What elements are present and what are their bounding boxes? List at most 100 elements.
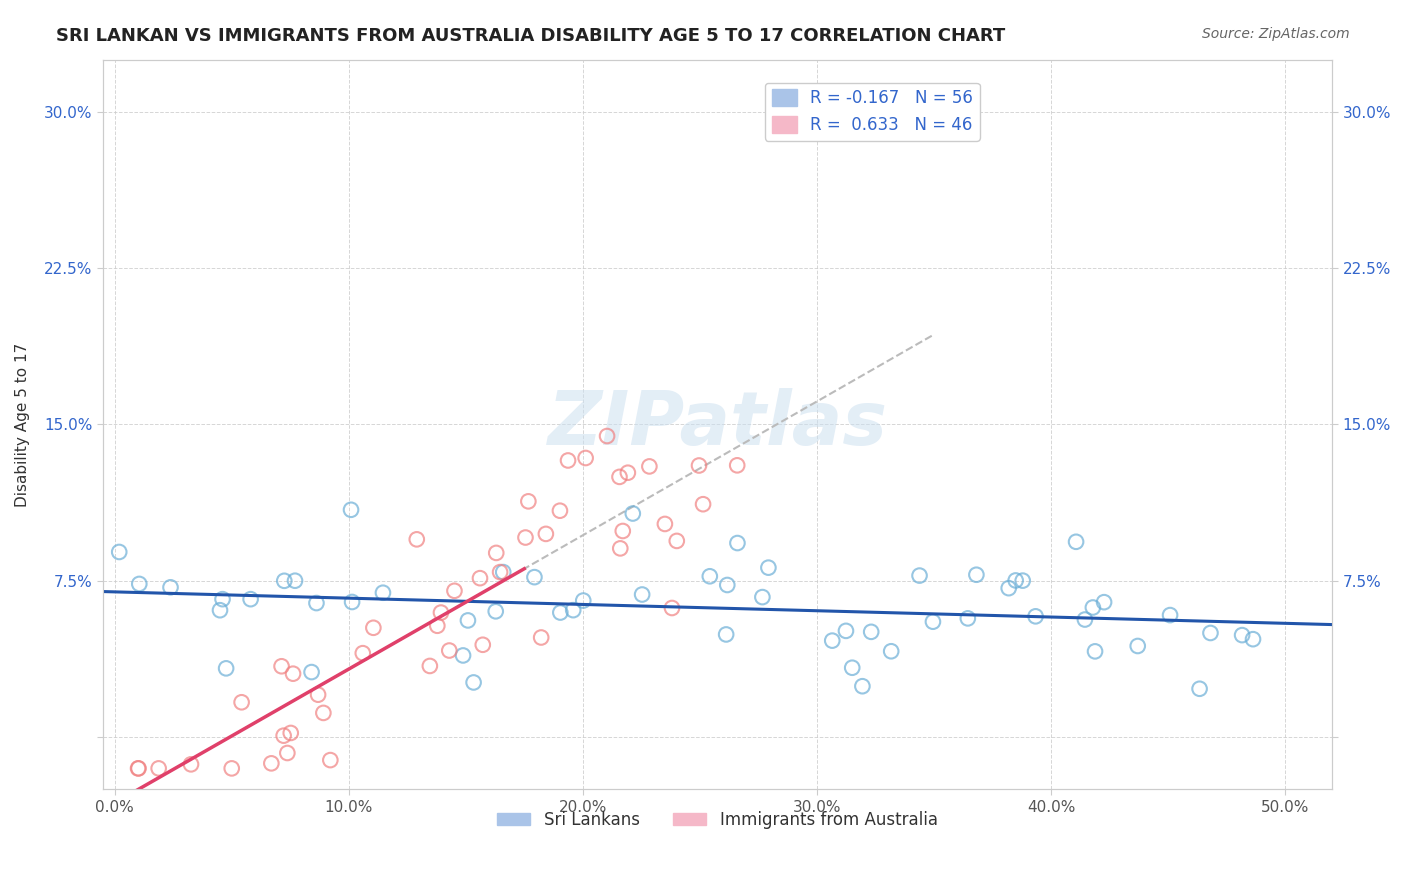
Point [439,643,461,657]
Point [692,497,714,511]
Y-axis label: Disability Age 5 to 17: Disability Age 5 to 17 [15,343,30,507]
Point [661,601,683,615]
Point [301,665,323,679]
Point [159,580,181,594]
Point [654,516,676,531]
Point [908,568,931,582]
Point [1074,613,1097,627]
Point [1241,632,1264,647]
Point [148,761,170,775]
Point [1064,534,1087,549]
Legend: Sri Lankans, Immigrants from Australia: Sri Lankans, Immigrants from Australia [491,805,945,836]
Point [457,614,479,628]
Point [851,679,873,693]
Point [426,619,449,633]
Point [922,615,945,629]
Point [1188,681,1211,696]
Text: ZIPatlas: ZIPatlas [547,388,887,461]
Point [880,644,903,658]
Point [108,545,131,559]
Point [821,633,844,648]
Point [860,624,883,639]
Point [1230,628,1253,642]
Text: Source: ZipAtlas.com: Source: ZipAtlas.com [1202,27,1350,41]
Point [631,587,654,601]
Point [997,581,1019,595]
Point [489,565,512,579]
Point [485,604,508,618]
Point [665,533,688,548]
Point [276,746,298,760]
Point [468,571,491,585]
Point [575,450,598,465]
Point [699,569,721,583]
Point [534,527,557,541]
Point [1199,626,1222,640]
Point [128,577,150,591]
Point [1084,644,1107,658]
Point [180,757,202,772]
Point [211,592,233,607]
Point [716,578,738,592]
Point [371,585,394,599]
Point [307,688,329,702]
Point [284,574,307,588]
Point [714,627,737,641]
Point [1092,595,1115,609]
Point [312,706,335,720]
Point [221,761,243,775]
Point [621,507,644,521]
Point [273,574,295,588]
Point [688,458,710,473]
Point [363,621,385,635]
Point [572,593,595,607]
Point [638,459,661,474]
Point [612,524,634,538]
Text: SRI LANKAN VS IMMIGRANTS FROM AUSTRALIA DISABILITY AGE 5 TO 17 CORRELATION CHART: SRI LANKAN VS IMMIGRANTS FROM AUSTRALIA … [56,27,1005,45]
Point [1159,608,1181,623]
Point [841,661,863,675]
Point [1126,639,1149,653]
Point [517,494,540,508]
Point [319,753,342,767]
Point [1025,609,1047,624]
Point [443,583,465,598]
Point [515,531,537,545]
Point [273,729,295,743]
Point [215,661,238,675]
Point [1011,574,1033,588]
Point [340,503,363,517]
Point [751,590,773,604]
Point [835,624,858,638]
Point [231,695,253,709]
Point [471,638,494,652]
Point [405,533,427,547]
Point [419,659,441,673]
Point [956,611,979,625]
Point [609,470,631,484]
Point [340,595,363,609]
Point [725,536,748,550]
Point [430,606,453,620]
Point [609,541,631,556]
Point [617,466,640,480]
Point [352,646,374,660]
Point [965,567,987,582]
Point [1081,600,1104,615]
Point [208,603,231,617]
Point [550,606,572,620]
Point [530,631,553,645]
Point [562,603,585,617]
Point [127,761,149,775]
Point [485,546,508,560]
Point [548,504,571,518]
Point [596,429,619,443]
Point [758,560,780,574]
Point [270,659,292,673]
Point [451,648,474,663]
Point [557,453,579,467]
Point [128,761,150,775]
Point [280,726,302,740]
Point [239,592,262,607]
Point [523,570,546,584]
